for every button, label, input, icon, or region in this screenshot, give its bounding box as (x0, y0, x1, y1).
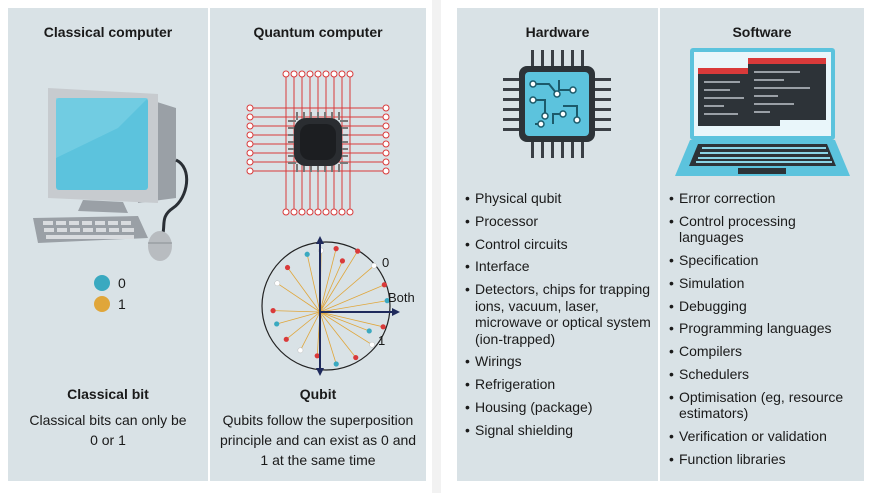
hardware-list-item: Physical qubit (465, 190, 651, 207)
software-list-item: Simulation (669, 275, 859, 292)
hardware-list-item: Processor (465, 213, 651, 230)
desktop-computer-icon (33, 88, 189, 261)
axis-label-0: 0 (382, 255, 390, 270)
software-list-item: Compilers (669, 343, 859, 360)
software-list-item: Error correction (669, 190, 859, 207)
software-list-item: Schedulers (669, 366, 859, 383)
legend-item-0: 0 (94, 275, 126, 291)
hardware-list-item: Detectors, chips for trapping ions, vacu… (465, 281, 651, 347)
orange-dot-icon (94, 296, 110, 312)
processor-icon (503, 50, 611, 158)
software-title: Software (732, 24, 792, 40)
classical-computer-title: Classical computer (43, 24, 173, 40)
quantum-computer-title: Quantum computer (253, 24, 383, 40)
classical-bit-title: Classical bit (67, 386, 149, 402)
software-list-item: Specification (669, 252, 859, 269)
hardware-list-item: Control circuits (465, 236, 651, 253)
legend-label-1: 1 (118, 296, 126, 312)
software-list-item: Debugging (669, 298, 859, 315)
axis-label-1: 1 (378, 333, 386, 348)
hardware-software-panel: Hardware Software Physical qubit Processo… (457, 8, 864, 481)
classical-vs-quantum-panel: Classical computer Quantum computer 0 1 … (8, 8, 426, 481)
software-list-item: Function libraries (669, 451, 859, 468)
hardware-list-item: Signal shielding (465, 422, 651, 439)
hardware-list-item: Wirings (465, 353, 651, 370)
bloch-sphere-diagram (261, 236, 400, 376)
axis-label-both: Both (388, 290, 415, 305)
software-list: Error correction Control processing langu… (669, 190, 859, 474)
hardware-list-item: Housing (package) (465, 399, 651, 416)
classical-bit-description: Classical bits can only be 0 or 1 (29, 412, 187, 448)
blue-dot-icon (94, 275, 110, 291)
legend-label-0: 0 (118, 275, 126, 291)
hardware-list-item: Refrigeration (465, 376, 651, 393)
column-divider (208, 8, 210, 481)
software-list-item: Programming languages (669, 320, 859, 337)
software-list-item: Optimisation (eg, resource estimators) (669, 389, 859, 422)
hardware-list-item: Interface (465, 258, 651, 275)
hardware-list: Physical qubit Processor Control circuits I… (465, 190, 651, 445)
hardware-title: Hardware (525, 24, 590, 40)
legend-item-1: 1 (94, 296, 126, 312)
column-divider (658, 8, 660, 481)
panel-gap (432, 0, 441, 493)
software-list-item: Verification or validation (669, 428, 859, 445)
qubit-title: Qubit (299, 386, 337, 402)
qubit-description: Qubits follow the superposition principl… (219, 412, 417, 468)
laptop-icon (675, 48, 850, 176)
quantum-chip-icon (246, 70, 390, 216)
software-list-item: Control processing languages (669, 213, 859, 246)
